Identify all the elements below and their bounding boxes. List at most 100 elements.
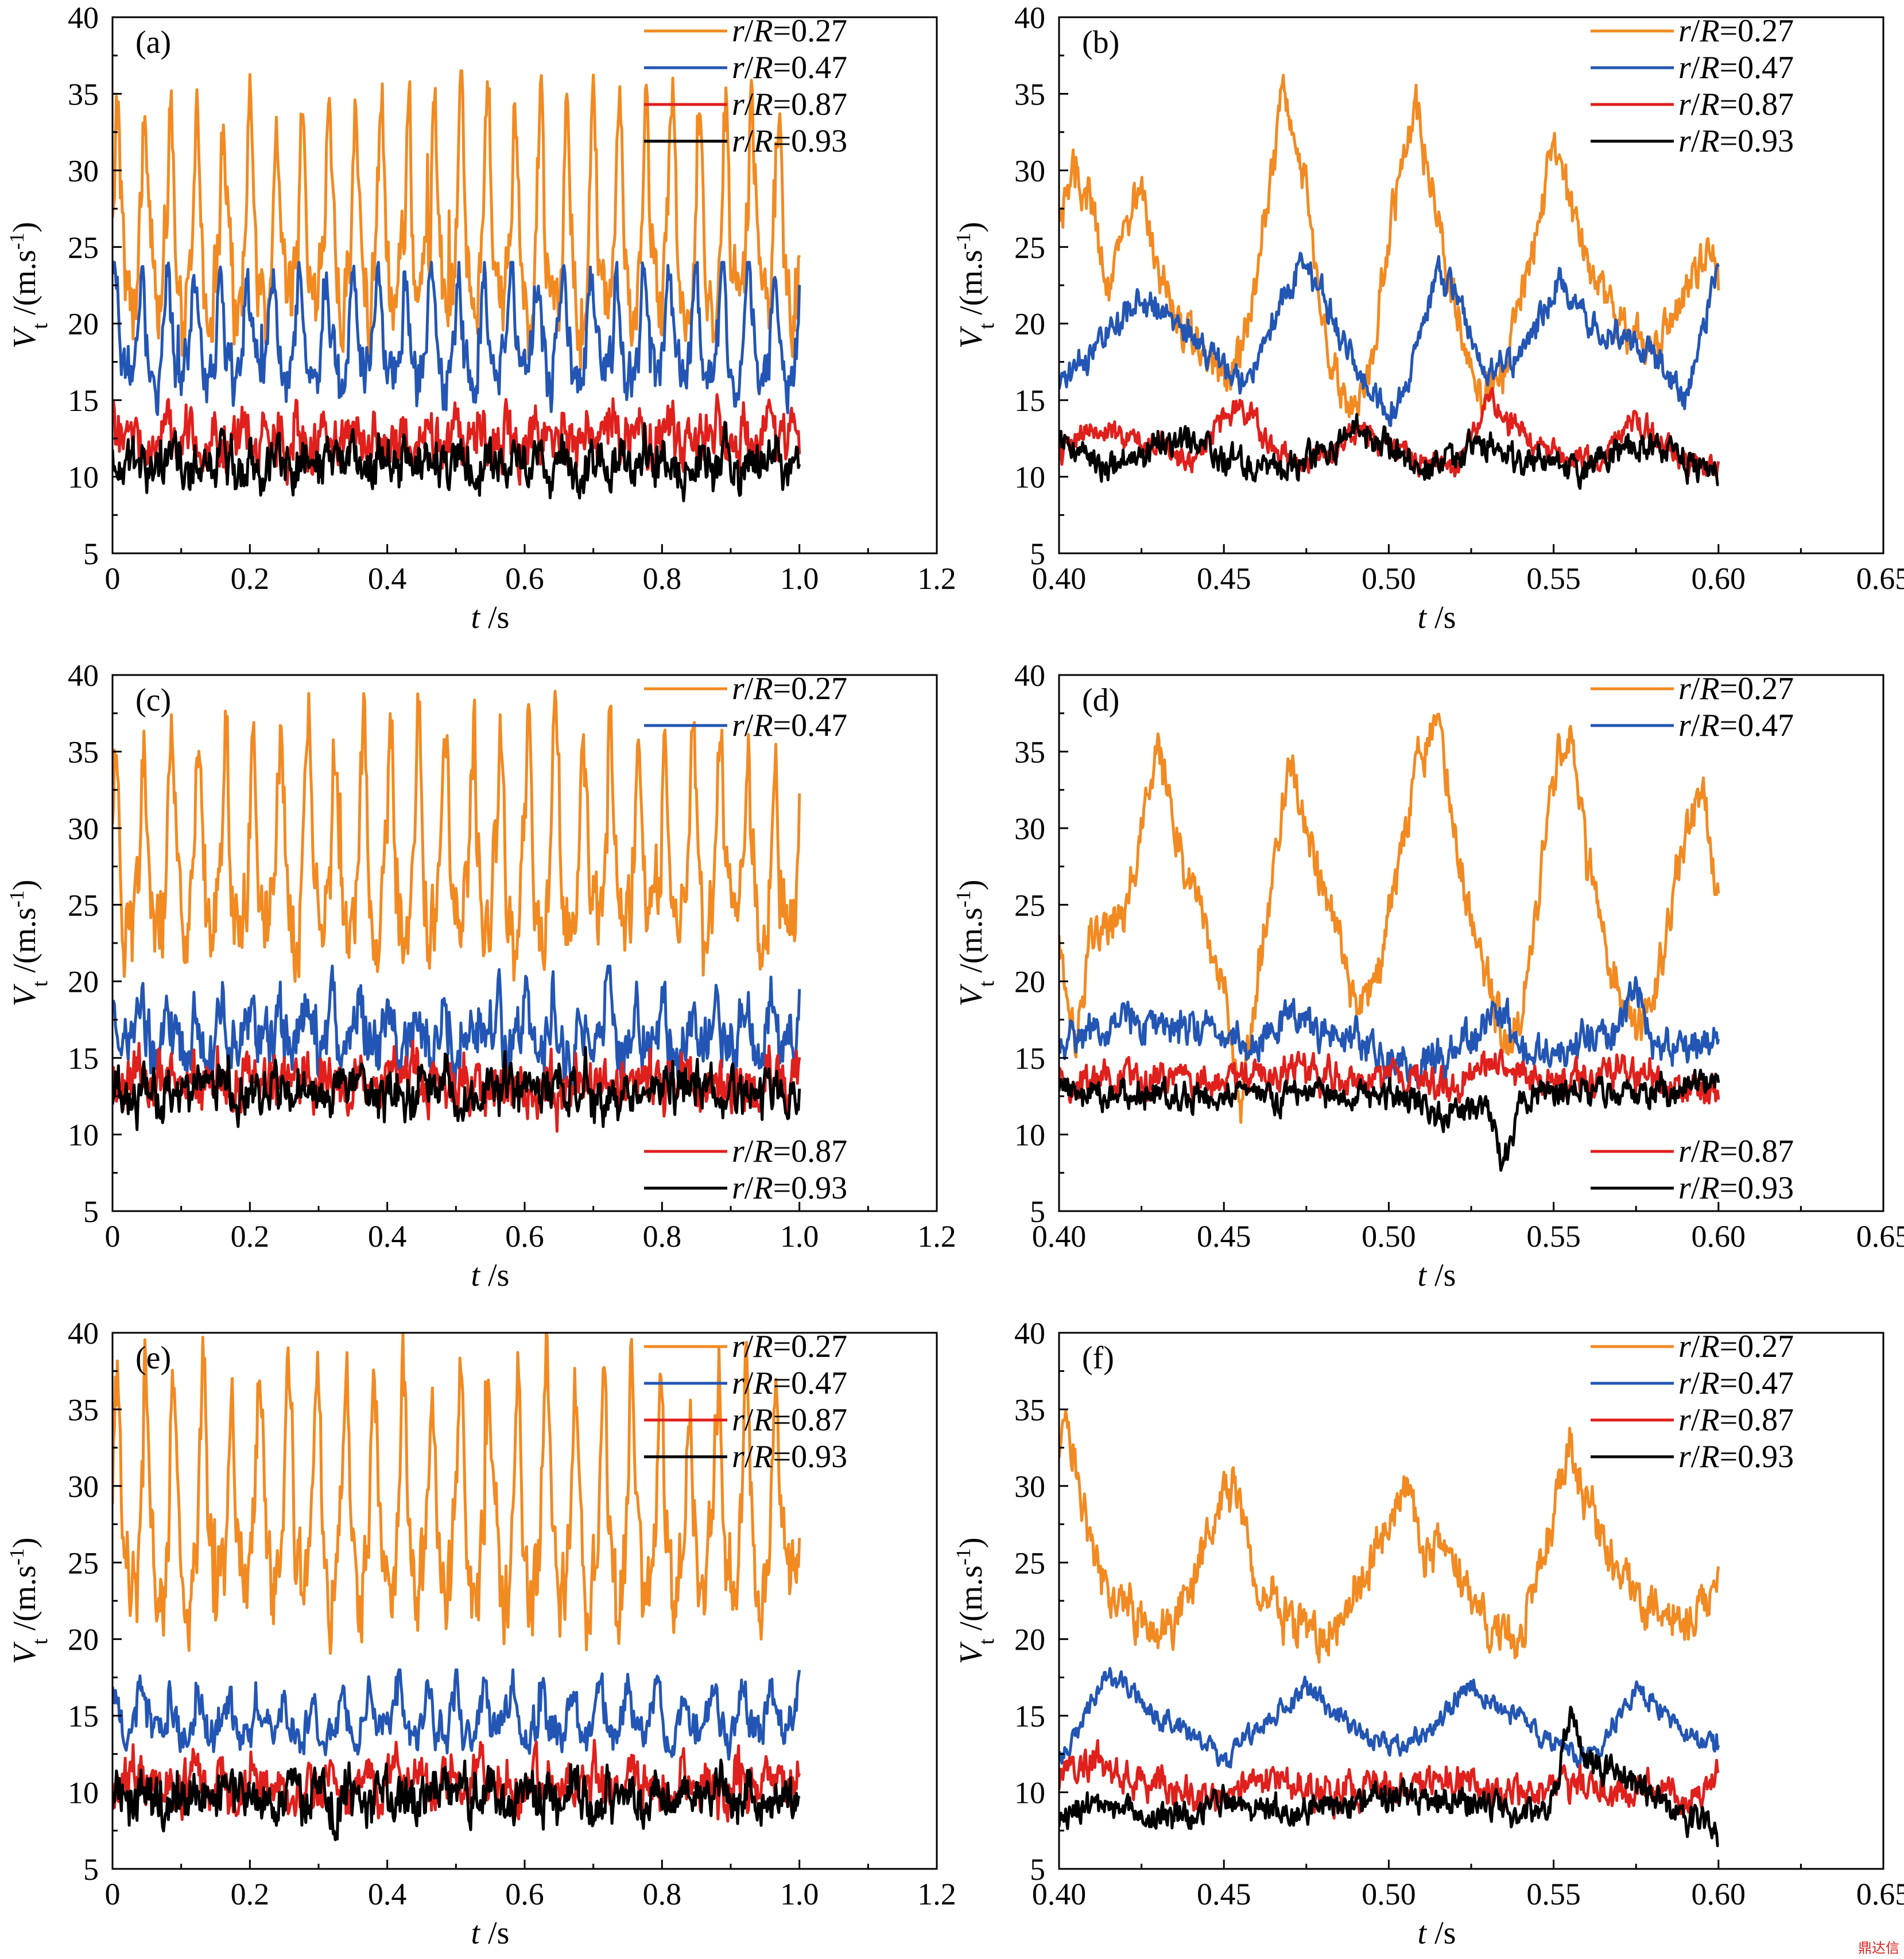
y-tick-label: 30 bbox=[68, 154, 99, 188]
legend-label: r/R=0.47 bbox=[1678, 50, 1794, 86]
y-tick-label: 10 bbox=[68, 1118, 99, 1153]
x-tick-label: 0.50 bbox=[1362, 1877, 1416, 1911]
legend-entry: r/R=0.93 bbox=[644, 1170, 847, 1206]
x-tick-label: 0.40 bbox=[1032, 1877, 1087, 1911]
legend-entry: r/R=0.27 bbox=[644, 671, 847, 707]
x-axis-title: t /s bbox=[1418, 1915, 1456, 1951]
x-tick-label: 0.55 bbox=[1526, 561, 1581, 596]
y-tick-label: 25 bbox=[68, 888, 99, 922]
x-axis-title: t /s bbox=[471, 600, 510, 635]
legend-entry: r/R=0.27 bbox=[644, 1329, 847, 1364]
y-tick-label: 20 bbox=[68, 965, 99, 999]
x-tick-label: 1.0 bbox=[780, 1877, 819, 1911]
series-line-r-R-0-27 bbox=[113, 69, 801, 371]
legend-entry: r/R=0.47 bbox=[644, 1366, 847, 1401]
series-line-r-R-0-27 bbox=[1059, 1410, 1720, 1664]
series-line-r-R-0-27 bbox=[113, 1333, 801, 1655]
legend-entry: r/R=0.47 bbox=[644, 50, 847, 86]
x-tick-label: 0 bbox=[105, 561, 121, 596]
y-tick-label: 40 bbox=[1014, 1316, 1045, 1351]
plot-frame bbox=[111, 674, 938, 1212]
panel-label: (f) bbox=[1082, 1340, 1114, 1376]
y-tick-label: 10 bbox=[68, 1776, 99, 1810]
legend-label: r/R=0.87 bbox=[732, 87, 847, 122]
x-axis-title: t /s bbox=[471, 1258, 510, 1293]
y-axis-title: Vt /(m.s-1) bbox=[5, 880, 52, 1007]
x-tick-label: 0.65 bbox=[1856, 1219, 1904, 1254]
x-tick-label: 1.2 bbox=[917, 561, 956, 596]
y-tick-label: 25 bbox=[1014, 1546, 1045, 1580]
x-tick-label: 0 bbox=[105, 1877, 121, 1911]
y-tick-label: 10 bbox=[68, 460, 99, 495]
legend-entry: r/R=0.47 bbox=[1591, 50, 1794, 86]
y-tick-label: 5 bbox=[83, 1852, 99, 1887]
legend-label: r/R=0.27 bbox=[1678, 671, 1794, 707]
y-tick-label: 30 bbox=[1014, 1469, 1045, 1504]
series-line-r-R-0-93 bbox=[113, 421, 801, 502]
y-tick-label: 20 bbox=[1014, 965, 1045, 999]
x-tick-label: 0.45 bbox=[1197, 1877, 1251, 1911]
y-tick-label: 20 bbox=[1014, 307, 1045, 342]
y-tick-label: 30 bbox=[1014, 154, 1045, 188]
y-tick-label: 25 bbox=[68, 230, 99, 265]
legend-label: r/R=0.47 bbox=[732, 50, 847, 86]
series-line-r-R-0-47 bbox=[1059, 1667, 1720, 1769]
legend-entry: r/R=0.93 bbox=[644, 123, 847, 159]
series-group bbox=[1059, 1410, 1720, 1848]
series-line-r-R-0-47 bbox=[113, 261, 801, 416]
x-tick-label: 0.2 bbox=[231, 1219, 270, 1254]
x-tick-label: 1.0 bbox=[780, 561, 819, 596]
y-tick-label: 5 bbox=[83, 537, 99, 571]
x-tick-label: 0.6 bbox=[505, 1219, 544, 1254]
y-tick-label: 20 bbox=[68, 307, 99, 342]
y-tick-label: 10 bbox=[1014, 1776, 1045, 1810]
legend-entry: r/R=0.27 bbox=[644, 13, 847, 49]
series-line-r-R-0-27 bbox=[1059, 712, 1720, 1124]
y-tick-label: 35 bbox=[68, 77, 99, 111]
chart-panel-e: 0 0.2 0.4 0.6 0.8 1.0 1.2 5 10 15 20 25 30 35 40 t /s Vt… bbox=[5, 1316, 956, 1951]
y-tick-label: 5 bbox=[1030, 1194, 1045, 1229]
y-axis-title: Vt /(m.s-1) bbox=[5, 1538, 52, 1665]
plot-frame bbox=[1058, 674, 1884, 1212]
legend-entry: r/R=0.27 bbox=[1591, 13, 1794, 49]
y-tick-label: 40 bbox=[68, 658, 99, 693]
series-line-r-R-0-93 bbox=[1059, 413, 1719, 490]
legend-entry: r/R=0.87 bbox=[1591, 87, 1794, 122]
legend-label: r/R=0.93 bbox=[732, 1439, 847, 1475]
x-tick-label: 0.4 bbox=[368, 1219, 407, 1254]
x-tick-label: 0.8 bbox=[643, 1219, 682, 1254]
panel-label: (b) bbox=[1082, 25, 1119, 60]
x-tick-label: 0.55 bbox=[1526, 1219, 1581, 1254]
legend-label: r/R=0.87 bbox=[1678, 1402, 1794, 1438]
x-tick-label: 0.40 bbox=[1032, 1219, 1087, 1254]
chart-panel-d: 0.40 0.45 0.50 0.55 0.60 0.65 5 10 15 20 25 30 35 40 t… bbox=[952, 658, 1904, 1293]
series-line-r-R-0-93 bbox=[113, 1046, 801, 1131]
y-tick-label: 15 bbox=[1014, 1041, 1045, 1076]
chart-panel-b: 0.40 0.45 0.50 0.55 0.60 0.65 5 10 15 20 25 30 35 40 t… bbox=[952, 1, 1904, 635]
y-tick-label: 40 bbox=[68, 1316, 99, 1351]
y-tick-label: 5 bbox=[83, 1194, 99, 1229]
x-tick-label: 0.50 bbox=[1362, 1219, 1416, 1254]
series-line-r-R-0-47 bbox=[1059, 976, 1720, 1089]
series-line-r-R-0-47 bbox=[1059, 251, 1720, 427]
x-tick-label: 0.65 bbox=[1856, 1877, 1904, 1911]
x-tick-label: 0.40 bbox=[1032, 561, 1087, 596]
y-tick-label: 30 bbox=[68, 1469, 99, 1504]
y-tick-label: 25 bbox=[1014, 230, 1045, 265]
legend-label: r/R=0.87 bbox=[1678, 87, 1794, 122]
legend-label: r/R=0.47 bbox=[732, 1366, 847, 1401]
legend-entry: r/R=0.47 bbox=[1591, 708, 1794, 743]
y-tick-label: 40 bbox=[1014, 658, 1045, 693]
legend-entry: r/R=0.47 bbox=[1591, 1366, 1794, 1401]
y-axis-title: Vt /(m.s-1) bbox=[952, 880, 999, 1007]
legend-label: r/R=0.93 bbox=[1678, 1439, 1794, 1475]
series-line-r-R-0-93 bbox=[113, 1758, 801, 1841]
series-group bbox=[113, 69, 801, 502]
series-group bbox=[113, 1333, 801, 1841]
x-tick-label: 0.55 bbox=[1526, 1877, 1581, 1911]
series-line-r-R-0-47 bbox=[113, 964, 801, 1089]
panel-label: (e) bbox=[135, 1340, 171, 1376]
y-tick-label: 5 bbox=[1030, 1852, 1045, 1887]
series-group bbox=[1059, 73, 1720, 490]
y-tick-label: 20 bbox=[1014, 1623, 1045, 1657]
